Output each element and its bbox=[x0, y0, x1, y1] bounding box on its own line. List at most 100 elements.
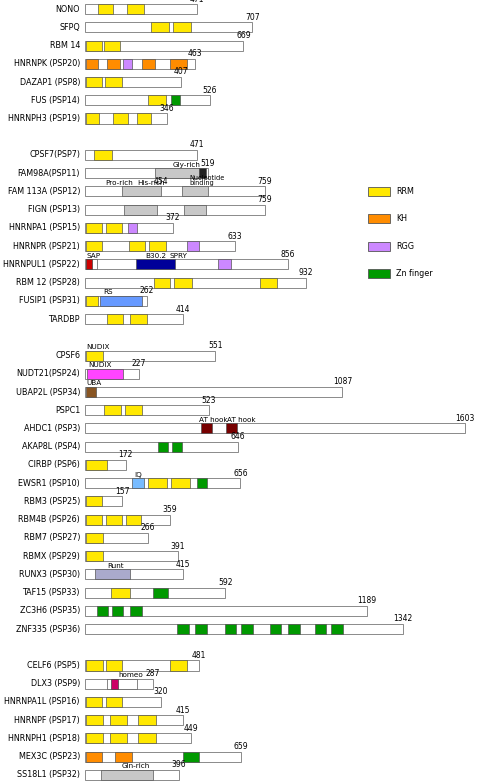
Text: Zn finger: Zn finger bbox=[396, 269, 432, 278]
Text: 759: 759 bbox=[258, 195, 272, 204]
Bar bbox=[85, 187, 264, 197]
Bar bbox=[94, 150, 112, 160]
Text: Nucleotide
binding: Nucleotide binding bbox=[189, 175, 224, 187]
Text: FUS (PSP14): FUS (PSP14) bbox=[31, 96, 80, 105]
Text: 415: 415 bbox=[176, 706, 190, 715]
Bar bbox=[106, 514, 122, 524]
Text: Runt: Runt bbox=[108, 563, 124, 568]
Text: UBAP2L (PSP34): UBAP2L (PSP34) bbox=[16, 387, 80, 397]
Bar bbox=[288, 624, 300, 634]
Bar bbox=[132, 478, 143, 488]
Text: ZNF335 (PSP36): ZNF335 (PSP36) bbox=[16, 625, 80, 633]
Bar bbox=[195, 624, 207, 634]
Bar bbox=[85, 660, 199, 670]
Bar bbox=[85, 41, 243, 51]
Text: 454: 454 bbox=[154, 177, 168, 186]
Text: 551: 551 bbox=[208, 341, 222, 350]
Text: HNRNPR (PSP21): HNRNPR (PSP21) bbox=[13, 241, 80, 251]
Bar bbox=[226, 423, 236, 434]
Bar bbox=[85, 59, 194, 69]
Bar bbox=[86, 241, 102, 251]
Text: Gly-rich: Gly-rich bbox=[172, 162, 201, 168]
Text: 659: 659 bbox=[234, 742, 248, 751]
Text: 396: 396 bbox=[172, 760, 186, 769]
Text: IQ: IQ bbox=[134, 472, 142, 477]
Text: HNRNPA1L (PSP16): HNRNPA1L (PSP16) bbox=[4, 698, 80, 706]
Bar bbox=[129, 241, 144, 251]
Bar bbox=[130, 606, 142, 615]
Text: B30.2: B30.2 bbox=[146, 252, 167, 259]
Bar bbox=[155, 169, 198, 178]
Bar bbox=[110, 679, 118, 688]
Bar bbox=[85, 606, 366, 615]
Bar bbox=[85, 387, 342, 397]
Bar bbox=[85, 77, 182, 87]
Text: FAM98A(PSP11): FAM98A(PSP11) bbox=[18, 169, 80, 178]
Text: 481: 481 bbox=[192, 651, 206, 660]
Text: CPSF7(PSP7): CPSF7(PSP7) bbox=[29, 151, 80, 159]
Bar bbox=[270, 624, 281, 634]
Bar bbox=[105, 77, 122, 87]
Bar bbox=[85, 405, 209, 416]
Text: 157: 157 bbox=[115, 487, 130, 495]
Bar bbox=[242, 624, 252, 634]
Text: RS: RS bbox=[103, 289, 113, 296]
Text: HNRNPH1 (PSP18): HNRNPH1 (PSP18) bbox=[8, 734, 80, 743]
Text: AHDC1 (PSP3): AHDC1 (PSP3) bbox=[24, 424, 80, 433]
Text: CPSF6: CPSF6 bbox=[55, 351, 80, 360]
Bar bbox=[85, 496, 122, 506]
Text: 320: 320 bbox=[154, 688, 168, 696]
Bar bbox=[106, 223, 122, 233]
Bar bbox=[85, 260, 288, 270]
Bar bbox=[85, 770, 179, 780]
Bar bbox=[98, 606, 108, 615]
Bar bbox=[98, 4, 114, 14]
Bar bbox=[138, 715, 156, 725]
Bar bbox=[368, 187, 390, 196]
Bar bbox=[86, 296, 98, 306]
Bar bbox=[85, 169, 208, 178]
Bar bbox=[138, 733, 156, 743]
Bar bbox=[108, 59, 120, 69]
Bar bbox=[125, 405, 142, 416]
Bar bbox=[86, 496, 102, 506]
Bar bbox=[85, 514, 170, 524]
Text: RUNX3 (PSP30): RUNX3 (PSP30) bbox=[19, 570, 80, 579]
Bar bbox=[85, 278, 306, 288]
Text: 656: 656 bbox=[233, 469, 248, 477]
Bar bbox=[86, 260, 97, 270]
Text: KH: KH bbox=[396, 214, 407, 223]
Bar bbox=[114, 752, 132, 762]
Bar bbox=[85, 350, 216, 361]
Bar bbox=[101, 770, 153, 780]
Bar bbox=[106, 660, 122, 670]
Bar bbox=[148, 478, 166, 488]
Bar bbox=[114, 114, 128, 124]
Bar bbox=[178, 624, 188, 634]
Text: CIRBP (PSP6): CIRBP (PSP6) bbox=[28, 460, 80, 470]
Bar bbox=[85, 478, 240, 488]
Text: SFPQ: SFPQ bbox=[60, 23, 80, 32]
Text: 266: 266 bbox=[140, 523, 155, 532]
Bar bbox=[110, 715, 127, 725]
Text: RBM 12 (PSP28): RBM 12 (PSP28) bbox=[16, 278, 80, 287]
Bar bbox=[201, 423, 211, 434]
Bar bbox=[152, 22, 169, 32]
Bar bbox=[85, 715, 184, 725]
Bar bbox=[368, 241, 390, 251]
Text: RGG: RGG bbox=[396, 241, 414, 251]
Bar bbox=[136, 260, 175, 270]
Text: DLX3 (PSP9): DLX3 (PSP9) bbox=[30, 679, 80, 688]
Text: AT hook: AT hook bbox=[198, 417, 228, 423]
Text: 669: 669 bbox=[236, 31, 250, 40]
Text: 759: 759 bbox=[258, 177, 272, 186]
Text: 449: 449 bbox=[184, 724, 198, 733]
Text: RBM 14: RBM 14 bbox=[50, 41, 80, 50]
Bar bbox=[85, 205, 264, 215]
Bar bbox=[86, 514, 102, 524]
Text: 1189: 1189 bbox=[357, 596, 376, 605]
Bar bbox=[85, 752, 241, 762]
Bar bbox=[85, 314, 183, 324]
Bar bbox=[85, 4, 196, 14]
Bar bbox=[331, 624, 342, 634]
